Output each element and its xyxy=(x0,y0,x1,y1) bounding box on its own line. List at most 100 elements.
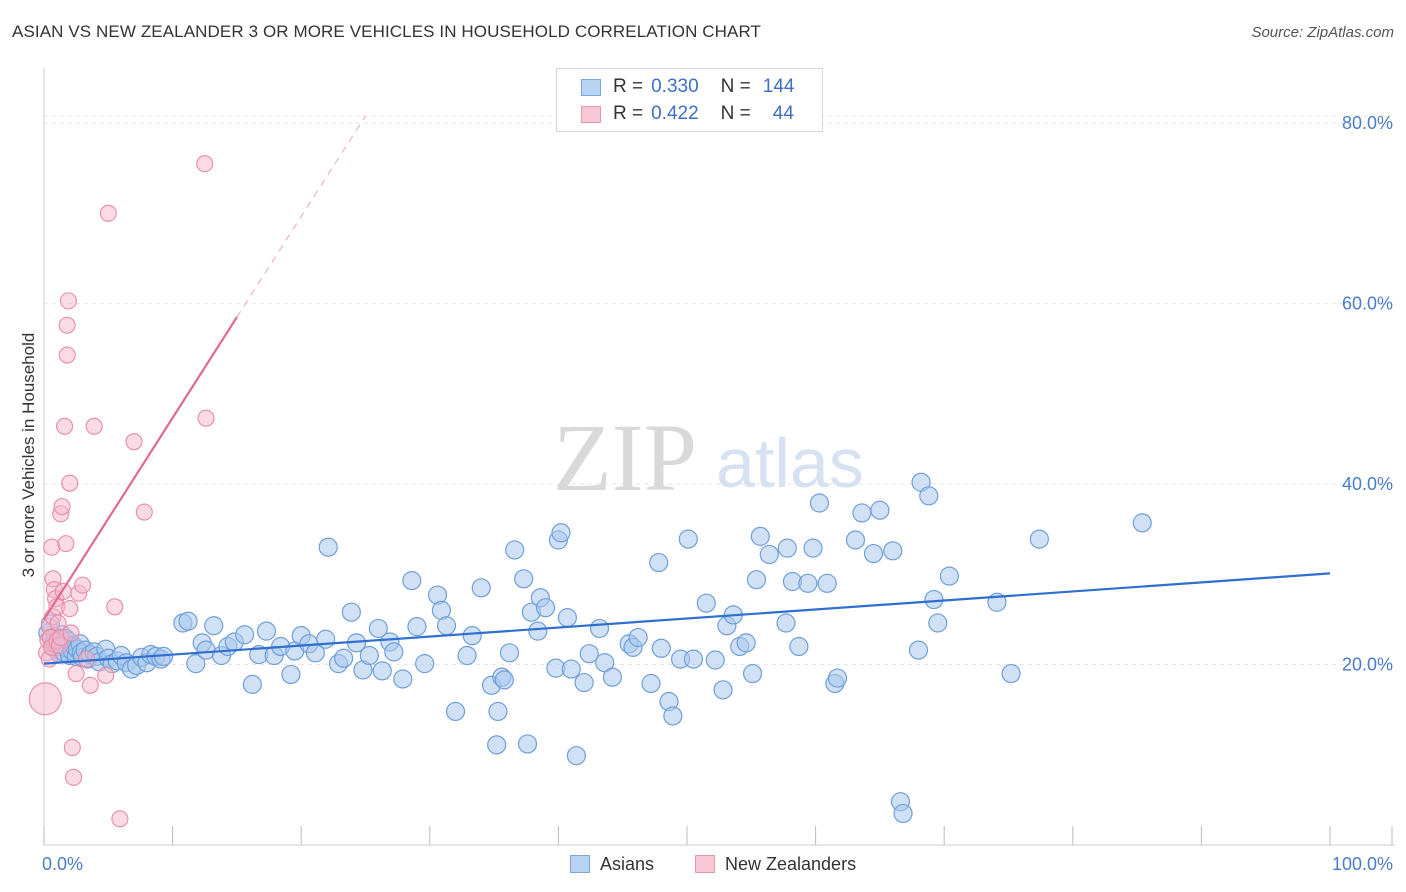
asian-point xyxy=(256,621,277,641)
trend-lines xyxy=(43,115,1331,665)
asian-point xyxy=(678,529,698,549)
bottom-legend-asians[interactable]: Asians xyxy=(570,852,654,876)
asian-point xyxy=(789,636,809,657)
asian-point xyxy=(471,578,491,598)
asian-point xyxy=(777,538,797,558)
asian-point xyxy=(742,663,763,684)
asian-point xyxy=(242,674,262,694)
asian-point xyxy=(557,608,578,628)
new-zealander-point xyxy=(58,346,76,364)
asian-point xyxy=(487,735,507,755)
new-zealander-point xyxy=(53,498,71,516)
asian-point xyxy=(641,673,661,694)
asians-swatch xyxy=(581,78,601,96)
asian-point xyxy=(316,629,336,649)
new-zealander-point xyxy=(196,155,214,173)
new-zealander-point xyxy=(125,433,143,451)
new-zealander-point xyxy=(59,292,77,310)
asian-point xyxy=(384,642,404,662)
new-zealanders-points xyxy=(28,155,215,828)
new-zealander-point xyxy=(106,598,124,616)
new-zealander-point xyxy=(65,768,83,786)
asian-point xyxy=(883,541,903,561)
y-tick-label: 40.0% xyxy=(1342,474,1393,494)
asian-point xyxy=(488,701,508,722)
asian-point xyxy=(928,613,948,633)
new-zealander-point xyxy=(62,624,80,642)
new-zealander-point xyxy=(85,417,103,435)
asian-point xyxy=(235,625,255,645)
new-zealanders-trend-line xyxy=(43,316,238,621)
asian-point xyxy=(462,626,482,646)
asian-point xyxy=(579,644,599,664)
asian-point xyxy=(713,680,733,700)
legend-n-label: N = xyxy=(720,76,751,97)
asian-point xyxy=(445,701,466,722)
asian-point xyxy=(334,648,354,668)
new-zealanders-trend-extension xyxy=(236,115,367,318)
asian-point xyxy=(1132,513,1152,533)
new-zealander-point xyxy=(67,665,85,683)
new-zealander-point xyxy=(61,600,79,618)
new-zealander-point xyxy=(61,474,79,492)
asian-point xyxy=(817,573,837,593)
new-zealander-point xyxy=(77,650,95,668)
legend-n-label: N = xyxy=(720,103,751,124)
new-zealander-point xyxy=(43,538,61,556)
legend-row-asians: R = 0.330 N = 144 xyxy=(581,75,794,99)
asian-point xyxy=(939,566,959,586)
asian-point xyxy=(505,540,525,560)
asian-point xyxy=(908,640,929,660)
asian-point xyxy=(750,526,770,546)
asians-points xyxy=(38,472,1152,824)
asian-point xyxy=(178,611,198,631)
asian-point xyxy=(535,598,556,618)
asian-point xyxy=(407,617,427,637)
legend-r-label: R = xyxy=(613,76,644,97)
asian-point xyxy=(517,734,538,754)
legend-r-label: R = xyxy=(613,103,644,124)
asian-point xyxy=(514,569,534,589)
asian-point xyxy=(924,589,944,610)
asian-point xyxy=(499,643,520,663)
new-zealander-point xyxy=(197,409,215,427)
asian-point xyxy=(845,530,866,550)
correlation-legend: R = 0.330 N = 144 R = 0.422 N = 44 xyxy=(556,68,823,132)
source-label[interactable]: Source: ZipAtlas.com xyxy=(1251,24,1394,41)
chart-title: ASIAN VS NEW ZEALANDER 3 OR MORE VEHICLE… xyxy=(12,22,762,41)
tick-labels: 20.0% 40.0% 60.0% 80.0% 0.0% 100.0% xyxy=(42,113,1393,874)
asian-point xyxy=(736,633,756,653)
asian-point xyxy=(759,544,779,565)
asian-point xyxy=(651,638,671,658)
asian-point xyxy=(341,602,361,622)
new-zealander-point xyxy=(135,503,153,521)
y-tick-label: 20.0% xyxy=(1342,655,1393,675)
legend-row-new-zealanders: R = 0.422 N = 44 xyxy=(581,102,794,126)
asian-point xyxy=(457,645,477,666)
legend-n-value: 144 xyxy=(762,76,795,97)
asian-point xyxy=(359,645,379,666)
asians-trend-line xyxy=(43,572,1331,665)
asian-point xyxy=(809,493,830,513)
legend-r-value: 0.422 xyxy=(651,103,699,124)
asian-point xyxy=(494,670,514,690)
asian-point xyxy=(746,570,767,590)
asian-point xyxy=(663,706,683,726)
new-zealander-point xyxy=(99,204,117,222)
watermark-atlas: atlas xyxy=(716,424,864,502)
axes xyxy=(43,68,1395,846)
new-zealanders-legend-label: New Zealanders xyxy=(725,853,857,874)
bottom-legend-new-zealanders[interactable]: New Zealanders xyxy=(695,852,856,876)
new-zealanders-swatch xyxy=(581,105,601,123)
asian-point xyxy=(919,486,939,506)
asian-point xyxy=(574,672,594,693)
asian-point xyxy=(827,668,848,688)
asian-point xyxy=(870,500,890,520)
asian-point xyxy=(649,552,669,573)
y-tick-label: 60.0% xyxy=(1342,294,1393,314)
new-zealander-point xyxy=(57,535,75,553)
asians-legend-swatch xyxy=(570,855,590,873)
asian-point xyxy=(798,573,818,593)
asian-point xyxy=(893,803,913,824)
